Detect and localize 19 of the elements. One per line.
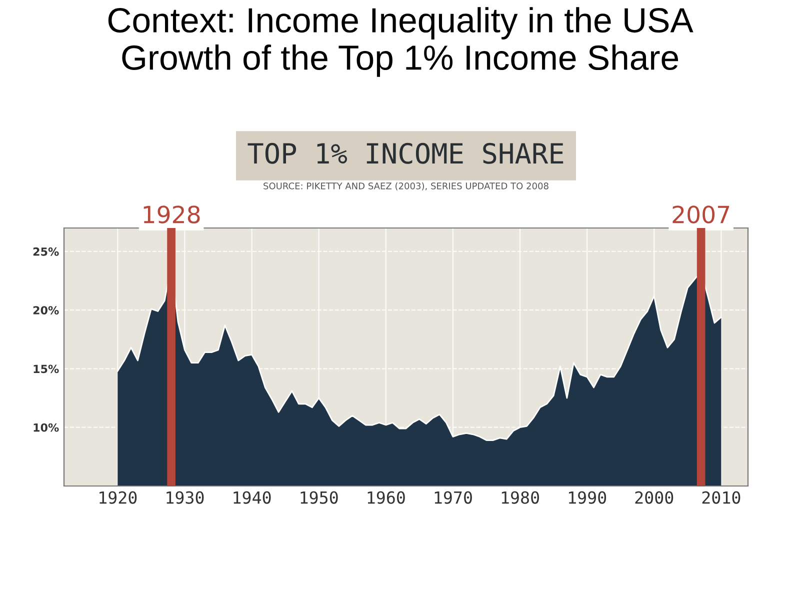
x-tick-label: 1930 xyxy=(166,491,204,504)
chart-subtitle: TOP 1% INCOME SHARE xyxy=(248,142,564,164)
x-tick-label: 1960 xyxy=(368,491,405,504)
x-tick-label: 1990 xyxy=(568,491,606,504)
ref-line-label: 2007 xyxy=(672,206,730,224)
ref-line-label: 1928 xyxy=(144,206,200,224)
x-tick-label: 1970 xyxy=(434,491,472,504)
x-tick-label: 1950 xyxy=(300,491,338,504)
y-tick-label: 25% xyxy=(33,247,59,256)
chart-title: Context: Income Inequality in the USA Growth of the Top 1% Income Share xyxy=(108,7,694,77)
x-tick-label: 2000 xyxy=(635,491,674,504)
source-note: SOURCE: PIKETTY AND SAEZ (2003), SERIES UPDATED TO 2008 xyxy=(264,182,548,190)
x-tick-label: 1980 xyxy=(502,491,539,504)
x-tick-label: 2010 xyxy=(702,491,740,504)
y-tick-label: 15% xyxy=(34,364,59,374)
x-tick-label: 1940 xyxy=(234,491,271,504)
y-tick-label: 10% xyxy=(34,423,59,432)
y-tick-label: 20% xyxy=(33,306,59,314)
x-tick-label: 1920 xyxy=(100,491,137,504)
